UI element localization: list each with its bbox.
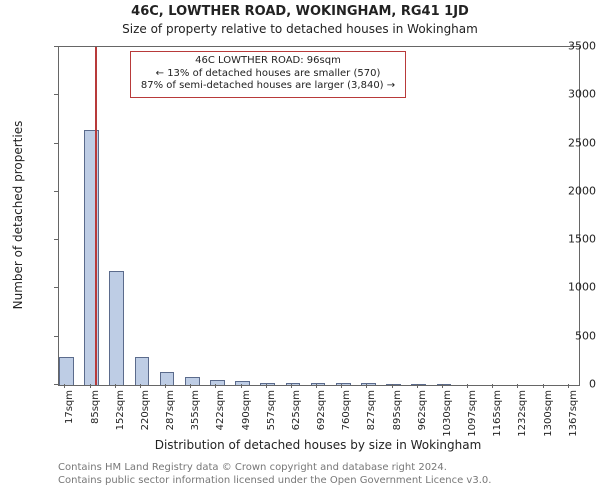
x-tick-mark xyxy=(517,384,518,388)
y-tick-label: 0 xyxy=(544,378,596,391)
x-tick-mark xyxy=(165,384,166,388)
annotation-line-1: 46C LOWTHER ROAD: 96sqm xyxy=(137,55,399,68)
y-tick-label: 500 xyxy=(544,329,596,342)
annotation-box: 46C LOWTHER ROAD: 96sqm ← 13% of detache… xyxy=(130,51,406,98)
x-tick-label: 1165sqm xyxy=(492,390,503,437)
x-tick-label: 625sqm xyxy=(291,390,302,430)
x-tick-mark xyxy=(90,384,91,388)
footer-line-2: Contains public sector information licen… xyxy=(58,475,590,488)
x-tick-mark xyxy=(366,384,367,388)
x-tick-label: 422sqm xyxy=(215,390,226,430)
x-tick-label: 895sqm xyxy=(392,390,403,430)
histogram-bar xyxy=(260,383,275,385)
histogram-bar xyxy=(160,372,175,385)
histogram-bar xyxy=(109,271,124,385)
x-tick-label: 1030sqm xyxy=(442,390,453,437)
x-tick-mark xyxy=(316,384,317,388)
x-tick-mark xyxy=(115,384,116,388)
x-axis-label: Distribution of detached houses by size … xyxy=(155,438,482,452)
y-tick-label: 3500 xyxy=(544,40,596,53)
y-tick-label: 3000 xyxy=(544,88,596,101)
x-tick-label: 962sqm xyxy=(417,390,428,430)
y-tick-label: 1500 xyxy=(544,233,596,246)
histogram-bar xyxy=(286,383,301,385)
page-subtitle: Size of property relative to detached ho… xyxy=(0,22,600,36)
y-tick-mark xyxy=(54,336,58,337)
x-tick-mark xyxy=(215,384,216,388)
histogram-bar xyxy=(185,377,200,385)
y-tick-mark xyxy=(54,143,58,144)
x-tick-mark xyxy=(417,384,418,388)
x-tick-mark xyxy=(266,384,267,388)
x-tick-mark xyxy=(492,384,493,388)
page-title: 46C, LOWTHER ROAD, WOKINGHAM, RG41 1JD xyxy=(0,4,600,20)
x-tick-label: 1097sqm xyxy=(467,390,478,437)
y-tick-label: 2500 xyxy=(544,136,596,149)
x-tick-label: 85sqm xyxy=(90,390,101,424)
x-tick-mark xyxy=(341,384,342,388)
y-tick-mark xyxy=(54,94,58,95)
histogram-bar xyxy=(386,384,401,385)
y-tick-mark xyxy=(54,46,58,47)
x-tick-mark xyxy=(241,384,242,388)
x-tick-label: 287sqm xyxy=(165,390,176,430)
x-tick-label: 760sqm xyxy=(341,390,352,430)
y-tick-mark xyxy=(54,384,58,385)
x-tick-label: 355sqm xyxy=(190,390,201,430)
x-tick-mark xyxy=(140,384,141,388)
x-tick-mark xyxy=(568,384,569,388)
x-tick-mark xyxy=(190,384,191,388)
y-tick-mark xyxy=(54,287,58,288)
x-tick-label: 1367sqm xyxy=(568,390,579,437)
histogram-bar xyxy=(437,384,452,385)
x-tick-label: 17sqm xyxy=(64,390,75,424)
histogram-bar xyxy=(210,380,225,385)
x-tick-label: 1232sqm xyxy=(517,390,528,437)
histogram-bar xyxy=(59,357,74,385)
histogram-bar xyxy=(411,384,426,385)
histogram-bar xyxy=(311,383,326,385)
x-tick-mark xyxy=(392,384,393,388)
x-tick-label: 490sqm xyxy=(241,390,252,430)
x-tick-label: 220sqm xyxy=(140,390,151,430)
x-tick-mark xyxy=(467,384,468,388)
histogram-bar xyxy=(361,383,376,385)
footer-line-1: Contains HM Land Registry data © Crown c… xyxy=(58,462,590,475)
y-tick-mark xyxy=(54,191,58,192)
x-tick-label: 1300sqm xyxy=(543,390,554,437)
x-tick-mark xyxy=(543,384,544,388)
histogram-bar xyxy=(235,381,250,385)
histogram-bar xyxy=(84,130,99,385)
y-axis-label: Number of detached properties xyxy=(11,121,25,310)
histogram-bar xyxy=(135,357,150,385)
reference-line xyxy=(95,47,97,385)
x-tick-label: 692sqm xyxy=(316,390,327,430)
x-tick-label: 557sqm xyxy=(266,390,277,430)
x-tick-label: 827sqm xyxy=(366,390,377,430)
annotation-line-3: 87% of semi-detached houses are larger (… xyxy=(137,80,399,93)
annotation-line-2: ← 13% of detached houses are smaller (57… xyxy=(137,68,399,81)
x-tick-mark xyxy=(64,384,65,388)
x-tick-mark xyxy=(291,384,292,388)
y-tick-label: 1000 xyxy=(544,281,596,294)
x-tick-mark xyxy=(442,384,443,388)
x-tick-label: 152sqm xyxy=(115,390,126,430)
histogram-bar xyxy=(336,383,351,385)
y-tick-label: 2000 xyxy=(544,184,596,197)
y-tick-mark xyxy=(54,239,58,240)
footer-attribution: Contains HM Land Registry data © Crown c… xyxy=(58,462,590,487)
